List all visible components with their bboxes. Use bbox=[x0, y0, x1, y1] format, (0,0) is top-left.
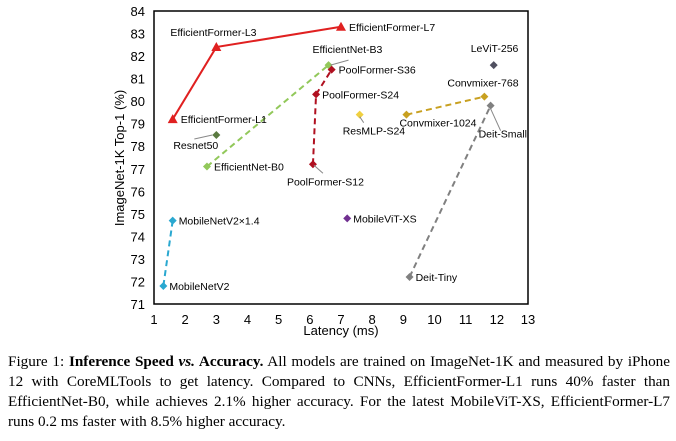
x-tick-label: 10 bbox=[427, 312, 441, 327]
y-tick-label: 80 bbox=[131, 94, 145, 109]
series-line bbox=[408, 105, 492, 278]
data-label: Deit-Small bbox=[479, 129, 527, 141]
data-label: EfficientNet-B3 bbox=[313, 44, 383, 56]
data-point-diamond bbox=[489, 61, 498, 70]
y-tick-label: 84 bbox=[131, 4, 145, 19]
series-line bbox=[171, 25, 342, 120]
caption-title: Inference Speed vs. Accuracy. bbox=[68, 353, 264, 370]
data-point-diamond bbox=[159, 281, 168, 290]
x-tick-label: 4 bbox=[244, 312, 251, 327]
data-point-diamond bbox=[355, 110, 364, 119]
y-tick-label: 77 bbox=[131, 162, 145, 177]
x-tick-label: 5 bbox=[275, 312, 282, 327]
series-line bbox=[206, 64, 330, 168]
leader-line bbox=[194, 134, 213, 140]
data-label: PoolFormer-S24 bbox=[322, 89, 399, 101]
data-label: Resnet50 bbox=[173, 140, 218, 152]
leader-line bbox=[490, 108, 502, 131]
x-tick-label: 2 bbox=[182, 312, 189, 327]
data-point-diamond bbox=[402, 110, 411, 119]
x-tick-label: 11 bbox=[459, 312, 473, 327]
data-label: Convmixer-1024 bbox=[399, 118, 476, 130]
data-point-diamond bbox=[212, 130, 221, 139]
data-label: EfficientFormer-L3 bbox=[170, 27, 256, 39]
y-tick-label: 76 bbox=[131, 184, 145, 199]
y-tick-label: 82 bbox=[131, 49, 145, 64]
series-line bbox=[406, 95, 485, 116]
x-tick-label: 6 bbox=[306, 312, 313, 327]
y-tick-label: 81 bbox=[131, 72, 145, 87]
series-line bbox=[311, 69, 333, 165]
data-point-triangle bbox=[336, 21, 346, 31]
data-label: LeViT-256 bbox=[471, 43, 519, 55]
y-tick-label: 74 bbox=[131, 229, 145, 244]
data-point-diamond bbox=[405, 272, 414, 281]
y-tick-label: 75 bbox=[131, 207, 145, 222]
data-point-diamond bbox=[168, 216, 177, 225]
data-point-diamond bbox=[486, 101, 495, 110]
x-tick-label: 12 bbox=[490, 312, 504, 327]
y-tick-label: 78 bbox=[131, 139, 145, 154]
series-line bbox=[162, 220, 174, 287]
x-tick-label: 3 bbox=[213, 312, 220, 327]
y-axis-label: ImageNet-1K Top-1 (%) bbox=[112, 90, 127, 226]
data-label: Convmixer-768 bbox=[447, 78, 518, 90]
leader-line bbox=[313, 164, 324, 174]
data-label: PoolFormer-S36 bbox=[339, 65, 416, 77]
chart: 1 2 3 4 5 6 7 8 9 10 11 12 1371727374757677787980818… bbox=[112, 4, 535, 338]
y-tick-label: 79 bbox=[131, 117, 145, 132]
data-label: MobileViT-XS bbox=[353, 213, 416, 225]
leader-line bbox=[330, 59, 349, 66]
x-tick-label: 13 bbox=[521, 312, 535, 327]
y-tick-label: 71 bbox=[131, 297, 145, 312]
x-axis-label: Latency (ms) bbox=[303, 323, 378, 338]
plot-area bbox=[153, 10, 529, 305]
data-point-triangle bbox=[167, 114, 178, 124]
data-label: MobileNetV2 bbox=[169, 281, 229, 293]
data-label: EfficientFormer-L7 bbox=[349, 22, 435, 34]
x-tick-label: 8 bbox=[369, 312, 376, 327]
data-label: EfficientNet-B0 bbox=[214, 162, 284, 174]
data-label: ResMLP-S24 bbox=[343, 126, 406, 138]
y-tick-label: 72 bbox=[131, 274, 145, 289]
data-label: PoolFormer-S12 bbox=[287, 176, 364, 188]
y-tick-label: 73 bbox=[131, 252, 145, 267]
caption-text: All models are trained on ImageNet-1K an… bbox=[8, 353, 671, 430]
data-point-diamond bbox=[312, 90, 321, 99]
data-point-diamond bbox=[202, 162, 211, 171]
x-tick-label: 7 bbox=[337, 312, 344, 327]
x-tick-label: 1 bbox=[150, 312, 157, 327]
data-point-diamond bbox=[480, 92, 489, 101]
y-tick-label: 83 bbox=[131, 27, 145, 42]
data-point-triangle bbox=[211, 42, 222, 52]
data-label: EfficientFormer-L1 bbox=[181, 114, 267, 126]
x-tick-label: 9 bbox=[400, 312, 407, 327]
data-point-diamond bbox=[327, 65, 336, 74]
data-point-diamond bbox=[343, 214, 352, 223]
data-label: MobileNetV2×1.4 bbox=[179, 216, 260, 228]
figure-caption: Figure 1: Inference Speed vs. Accuracy. … bbox=[8, 352, 670, 432]
leader-line bbox=[359, 116, 365, 123]
caption-prefix: Figure 1: bbox=[8, 353, 69, 370]
data-label: Deit-Tiny bbox=[416, 272, 458, 284]
